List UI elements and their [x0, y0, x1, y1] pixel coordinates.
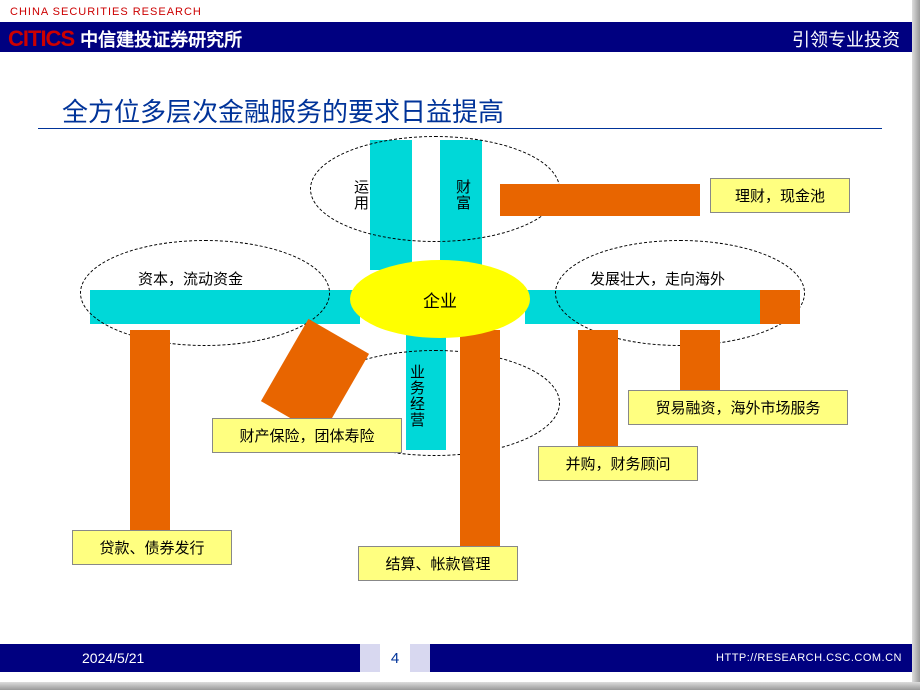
footer-date: 2024/5/21 [82, 650, 144, 666]
center-node: 企业 [350, 260, 530, 338]
orange-bar [460, 330, 500, 550]
logo: CITICS 中信建投证券研究所 [8, 26, 242, 52]
service-label-box: 并购，财务顾问 [538, 446, 698, 481]
service-label-box: 贸易融资，海外市场服务 [628, 390, 848, 425]
footer-bar: 2024/5/21 HTTP://RESEARCH.CSC.COM.CN [0, 644, 920, 672]
shadow-right [912, 0, 920, 690]
diagram-area: 企业 运用 财富业务经营 资本，流动资金 发展壮大，走向海外 理财，现金池贸易融资，海外市… [0, 130, 920, 640]
vertical-label: 运用 [354, 180, 372, 212]
service-label-box: 贷款、债券发行 [72, 530, 232, 565]
header-small-text: CHINA SECURITIES RESEARCH [10, 6, 202, 18]
orange-bar [578, 330, 618, 450]
service-label-box: 财产保险，团体寿险 [212, 418, 402, 453]
footer-page-box: 4 [360, 644, 430, 672]
orange-bar [500, 184, 700, 216]
category-ellipse [80, 240, 330, 346]
header-right-text: 引领专业投资 [792, 26, 900, 52]
orange-bar [760, 290, 800, 324]
footer-url: HTTP://RESEARCH.CSC.COM.CN [716, 652, 902, 664]
shadow-bottom [0, 682, 920, 690]
vertical-label: 业务经营 [410, 365, 428, 429]
title-underline [38, 128, 882, 129]
service-label-box: 结算、帐款管理 [358, 546, 518, 581]
ellipse-label: 资本，流动资金 [138, 268, 243, 289]
vertical-label: 财富 [456, 180, 474, 212]
logo-en: CITICS [8, 26, 74, 52]
page-title: 全方位多层次金融服务的要求日益提高 [62, 92, 504, 129]
service-label-box: 理财，现金池 [710, 178, 850, 213]
logo-cn: 中信建投证券研究所 [80, 26, 242, 52]
orange-bar [130, 330, 170, 535]
ellipse-label: 发展壮大，走向海外 [590, 268, 725, 289]
footer-page-number: 4 [391, 650, 399, 667]
